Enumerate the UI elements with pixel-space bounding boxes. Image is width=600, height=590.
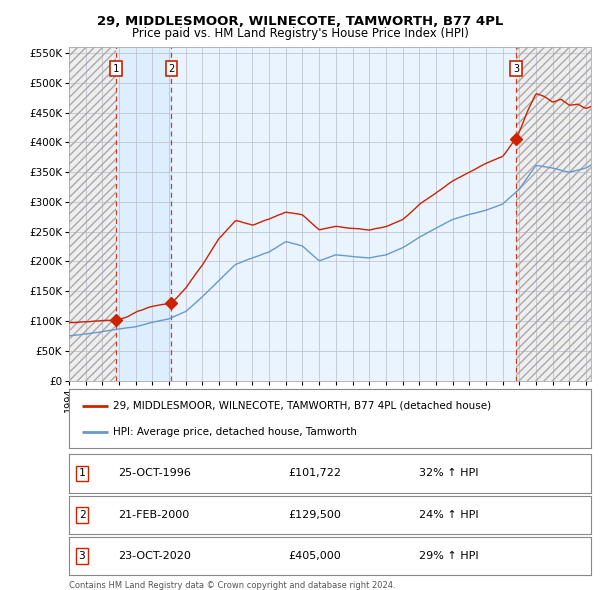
Text: 29, MIDDLESMOOR, WILNECOTE, TAMWORTH, B77 4PL (detached house): 29, MIDDLESMOOR, WILNECOTE, TAMWORTH, B7… — [113, 401, 491, 411]
Text: 2: 2 — [168, 64, 175, 74]
Text: HPI: Average price, detached house, Tamworth: HPI: Average price, detached house, Tamw… — [113, 427, 357, 437]
Text: 2: 2 — [79, 510, 85, 520]
Text: 1: 1 — [113, 64, 119, 74]
Text: £405,000: £405,000 — [288, 551, 341, 561]
Bar — [516, 47, 591, 381]
Text: 3: 3 — [513, 64, 519, 74]
Bar — [116, 47, 171, 381]
Text: Price paid vs. HM Land Registry's House Price Index (HPI): Price paid vs. HM Land Registry's House … — [131, 27, 469, 40]
Text: £129,500: £129,500 — [288, 510, 341, 520]
Bar — [69, 47, 116, 381]
Text: 23-OCT-2020: 23-OCT-2020 — [119, 551, 191, 561]
Text: 29, MIDDLESMOOR, WILNECOTE, TAMWORTH, B77 4PL: 29, MIDDLESMOOR, WILNECOTE, TAMWORTH, B7… — [97, 15, 503, 28]
Text: £101,722: £101,722 — [288, 468, 341, 478]
Text: 32% ↑ HPI: 32% ↑ HPI — [419, 468, 478, 478]
Bar — [69, 47, 116, 381]
Bar — [171, 47, 516, 381]
Text: 29% ↑ HPI: 29% ↑ HPI — [419, 551, 478, 561]
Text: Contains HM Land Registry data © Crown copyright and database right 2024.
This d: Contains HM Land Registry data © Crown c… — [69, 581, 395, 590]
Text: 1: 1 — [79, 468, 85, 478]
Bar — [516, 47, 591, 381]
Text: 25-OCT-1996: 25-OCT-1996 — [119, 468, 191, 478]
Text: 21-FEB-2000: 21-FEB-2000 — [119, 510, 190, 520]
Text: 3: 3 — [79, 551, 85, 561]
Text: 24% ↑ HPI: 24% ↑ HPI — [419, 510, 478, 520]
